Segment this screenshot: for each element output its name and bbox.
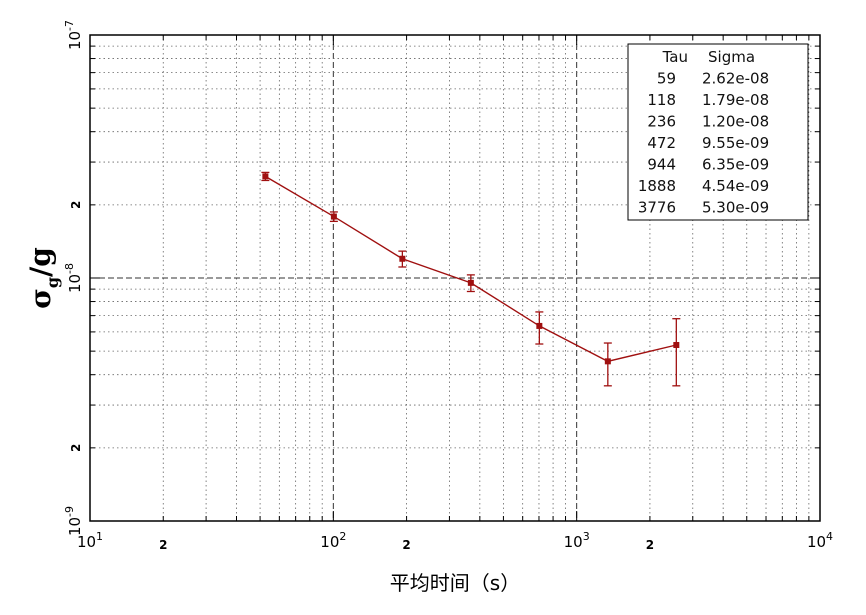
x-tick-label: 101 [77,530,103,551]
y-tick-label: 10-8 [63,263,84,293]
y-tick-label-text: 10-8 [63,263,84,293]
data-point [330,213,337,220]
y-tick-label-text: 10-9 [63,506,84,536]
x-minor-tick-label: 2 [646,538,654,552]
x-axis-label: 平均时间（s） [390,571,520,595]
legend-cell-sigma: 2.62e-08 [702,70,769,88]
x-minor-tick-label: 2 [402,538,410,552]
legend-cell-sigma: 4.54e-09 [702,177,769,195]
legend-cell-sigma: 6.35e-09 [702,156,769,174]
y-axis-label: σg/g [24,247,62,309]
data-point [673,342,680,349]
legend-cell-tau: 944 [647,156,676,174]
series-group [261,171,681,387]
series-line [265,175,677,363]
y-minor-tick-label: 2 [69,201,83,209]
legend-cell-sigma: 1.20e-08 [702,113,769,131]
y-axis-label-denominator: /g [24,247,57,277]
data-point [262,173,269,180]
legend-cell-sigma: 1.79e-08 [702,91,769,109]
data-point [536,322,543,329]
legend-cell-tau: 472 [647,134,676,152]
svg-text:σg/g: σg/g [24,247,62,309]
legend-cell-tau: 3776 [638,199,676,217]
y-axis-label-sigma: σ [24,288,57,309]
data-point [604,358,611,365]
y-tick-label: 10-7 [63,20,84,50]
x-tick-label: 104 [807,530,833,551]
x-minor-tick-label: 2 [159,538,167,552]
legend-box [627,43,809,221]
y-tick-label: 10-9 [63,506,84,536]
data-point [467,279,474,286]
y-tick-label-text: 10-7 [63,20,84,50]
legend-cell-tau: 59 [657,70,676,88]
data-point [399,255,406,262]
y-minor-tick-label-text: 2 [69,201,83,209]
legend-header-sigma: Sigma [708,48,755,66]
legend-cell-sigma: 9.55e-09 [702,134,769,152]
y-minor-tick-label-text: 2 [69,444,83,452]
legend-cell-tau: 118 [647,91,676,109]
axis-ticks: 101 102 103 104 2 2 2 10-9 10-8 10-7 2 2 [63,20,833,552]
legend-cell-sigma: 5.30e-09 [702,199,769,217]
legend-header-tau: Tau [662,48,688,66]
legend-cell-tau: 1888 [638,177,676,195]
y-minor-tick-label: 2 [69,444,83,452]
x-tick-label: 103 [564,530,590,551]
legend-cell-tau: 236 [647,113,676,131]
y-axis-label-subscript: g [43,277,62,288]
x-tick-label: 102 [320,530,346,551]
legend-table: Tau Sigma 59 2.62e-08 118 1.79e-08 236 1.20e-08… [627,43,809,221]
